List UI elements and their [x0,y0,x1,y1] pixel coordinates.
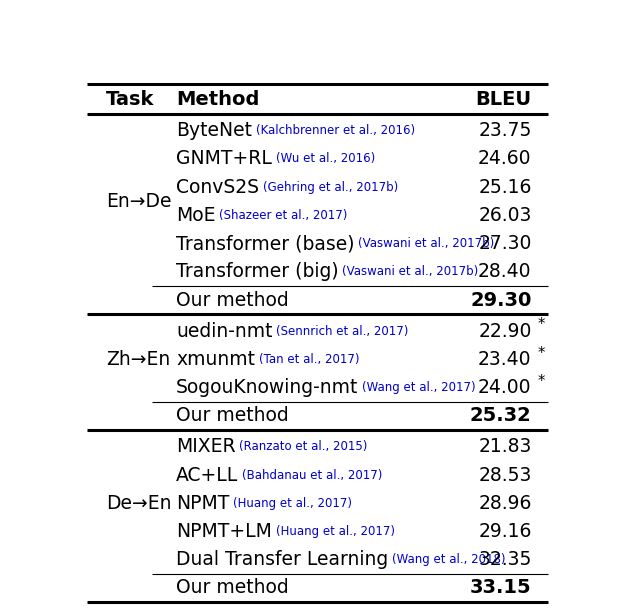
Text: (Kalchbrenner et al., 2016): (Kalchbrenner et al., 2016) [256,124,415,137]
Text: 25.16: 25.16 [478,177,531,197]
Text: 29.30: 29.30 [470,291,531,310]
Text: *: * [538,346,545,361]
Text: (Ranzato et al., 2015): (Ranzato et al., 2015) [239,440,368,453]
Text: 27.30: 27.30 [478,234,531,253]
Text: BLEU: BLEU [476,89,531,108]
Text: (Huang et al., 2017): (Huang et al., 2017) [276,525,395,538]
Text: SogouKnowing-nmt: SogouKnowing-nmt [176,378,358,397]
Text: (Vaswani et al., 2017b): (Vaswani et al., 2017b) [358,237,495,250]
Text: (Sennrich et al., 2017): (Sennrich et al., 2017) [277,325,409,338]
Text: De→En: De→En [107,494,172,513]
Text: Dual Transfer Learning: Dual Transfer Learning [176,550,388,569]
Text: NPMT+LM: NPMT+LM [176,522,272,541]
Text: 32.35: 32.35 [478,550,531,569]
Text: 23.75: 23.75 [478,121,531,140]
Text: (Huang et al., 2017): (Huang et al., 2017) [233,496,352,510]
Text: (Shazeer et al., 2017): (Shazeer et al., 2017) [219,209,348,222]
Text: Transformer (big): Transformer (big) [176,262,339,282]
Text: 21.83: 21.83 [478,437,531,456]
Text: Method: Method [176,89,259,108]
Text: 28.53: 28.53 [478,466,531,485]
Text: 25.32: 25.32 [470,407,531,425]
Text: xmunmt: xmunmt [176,350,255,369]
Text: (Gehring et al., 2017b): (Gehring et al., 2017b) [263,180,398,193]
Text: 23.40: 23.40 [478,350,531,369]
Text: En→De: En→De [107,192,172,211]
Text: ConvS2S: ConvS2S [176,177,259,197]
Text: *: * [538,374,545,389]
Text: Our method: Our method [176,291,289,310]
Text: MoE: MoE [176,206,216,225]
Text: NPMT: NPMT [176,494,229,513]
Text: Zh→En: Zh→En [107,350,170,369]
Text: Task: Task [107,89,155,108]
Text: 28.96: 28.96 [478,494,531,513]
Text: 24.00: 24.00 [478,378,531,397]
Text: 29.16: 29.16 [478,522,531,541]
Text: uedin-nmt: uedin-nmt [176,322,273,341]
Text: (Wu et al., 2016): (Wu et al., 2016) [276,152,375,166]
Text: 26.03: 26.03 [478,206,531,225]
Text: (Tan et al., 2017): (Tan et al., 2017) [259,353,360,366]
Text: MIXER: MIXER [176,437,236,456]
Text: ByteNet: ByteNet [176,121,252,140]
Text: (Bahdanau et al., 2017): (Bahdanau et al., 2017) [242,469,383,482]
Text: 22.90: 22.90 [478,322,531,341]
Text: 24.60: 24.60 [478,150,531,168]
Text: (Vaswani et al., 2017b): (Vaswani et al., 2017b) [342,265,479,278]
Text: (Wang et al., 2018): (Wang et al., 2018) [392,553,505,566]
Text: Transformer (base): Transformer (base) [176,234,355,253]
Text: AC+LL: AC+LL [176,466,238,485]
Text: 33.15: 33.15 [470,578,531,598]
Text: GNMT+RL: GNMT+RL [176,150,272,168]
Text: (Wang et al., 2017): (Wang et al., 2017) [362,381,476,394]
Text: 28.40: 28.40 [478,262,531,282]
Text: *: * [538,317,545,333]
Text: Our method: Our method [176,578,289,598]
Text: Our method: Our method [176,407,289,425]
